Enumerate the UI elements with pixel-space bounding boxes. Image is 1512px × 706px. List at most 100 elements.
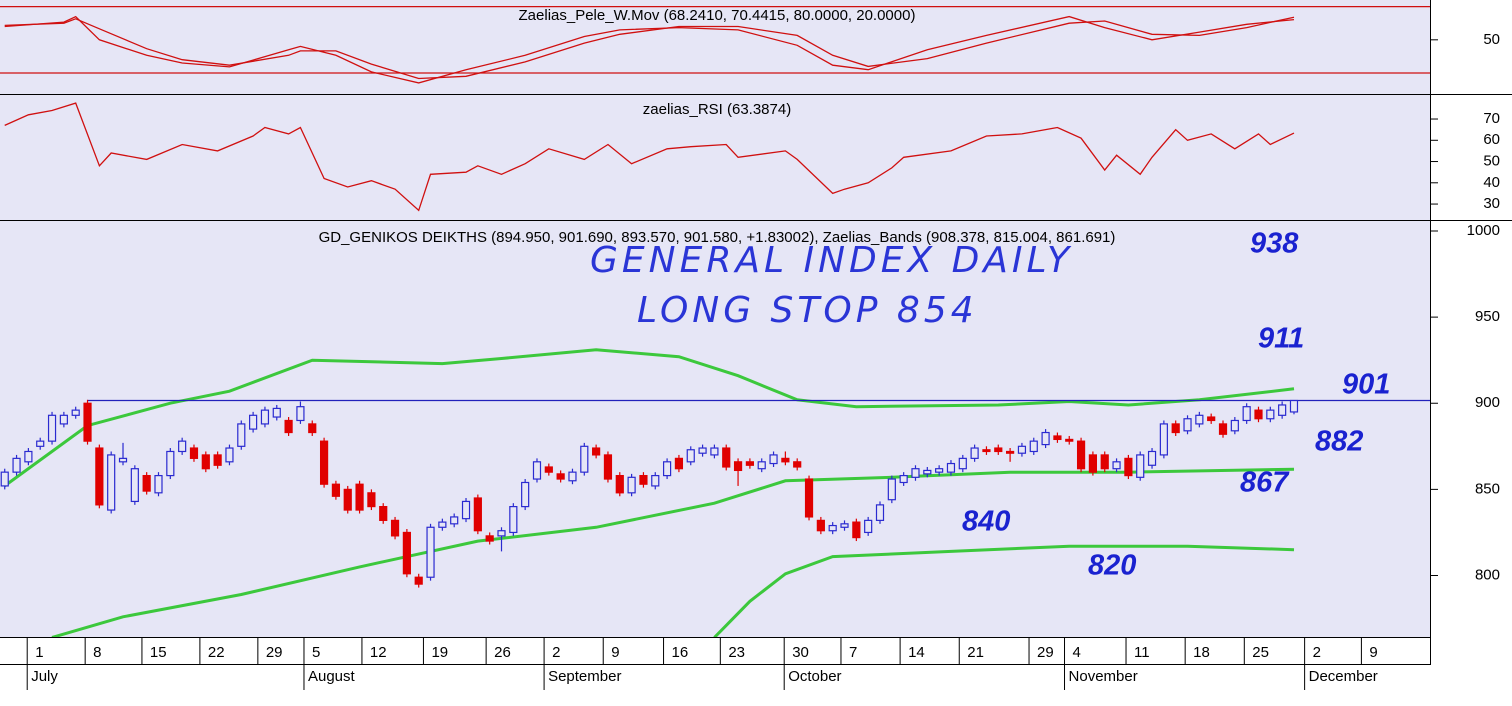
candle-body — [355, 483, 364, 511]
chart-layer: 50 Zaelias_Pele_W.Mov (68.2410, 70.4415, … — [0, 5, 1500, 690]
candle-body — [982, 449, 991, 453]
candle-body — [840, 523, 849, 528]
candle-body — [615, 474, 624, 494]
candle-body — [1266, 409, 1275, 420]
candle-body — [260, 409, 270, 425]
x-tick-label: 9 — [611, 644, 619, 661]
level-label: 938 — [1250, 228, 1299, 260]
candle-body — [95, 447, 104, 506]
candle-body — [178, 440, 187, 453]
level-label: 820 — [1088, 550, 1136, 582]
candle-body — [887, 478, 896, 501]
candle-body — [1147, 450, 1157, 466]
candle-body — [1065, 438, 1074, 442]
candle-body — [166, 450, 175, 477]
candle-body — [923, 469, 932, 475]
candle-body — [36, 440, 45, 447]
x-tick-label: 1 — [35, 644, 43, 661]
candle-body — [390, 519, 400, 537]
candle-body — [544, 466, 553, 473]
candle-body — [1278, 404, 1287, 416]
candle-body — [1159, 423, 1168, 456]
x-tick-label: 2 — [1313, 644, 1321, 661]
candle-body — [1076, 440, 1086, 470]
indicator-line — [4, 102, 1295, 212]
candle-body — [1230, 419, 1239, 432]
candle-body — [1053, 435, 1062, 441]
candle-body — [875, 504, 885, 521]
x-tick-label: 18 — [1193, 644, 1210, 661]
candle-body — [107, 454, 116, 511]
candle-body — [272, 407, 281, 418]
candle-body — [970, 447, 979, 459]
candle-body — [710, 447, 719, 456]
x-tick-label: 5 — [312, 644, 320, 661]
x-tick-label: 29 — [1037, 644, 1054, 661]
x-tick-label: 12 — [370, 644, 387, 661]
candle-body — [497, 530, 506, 537]
candle-body — [367, 492, 376, 508]
panel-title: Zaelias_Pele_W.Mov (68.2410, 70.4415, 80… — [519, 7, 916, 24]
candle-body — [532, 461, 542, 480]
candle-body — [296, 406, 305, 422]
candle-body — [83, 402, 92, 442]
candle-body — [603, 454, 613, 480]
candle-body — [769, 454, 778, 465]
x-tick-label: 4 — [1073, 644, 1081, 661]
month-label: December — [1309, 668, 1378, 685]
candle-body — [1100, 454, 1109, 470]
handwritten-note: LONG STOP 854 — [637, 290, 978, 331]
candle-body — [1195, 414, 1204, 425]
x-tick-label: 15 — [150, 644, 167, 661]
candle-body — [249, 414, 258, 430]
candle-body — [308, 423, 317, 434]
candle-body — [592, 447, 601, 456]
x-tick-label: 2 — [552, 644, 560, 661]
candle-body — [225, 447, 234, 463]
candle-body — [319, 440, 329, 485]
x-tick-label: 26 — [494, 644, 511, 661]
candle-body — [237, 423, 246, 447]
candle-body — [71, 409, 80, 416]
x-tick-label: 22 — [208, 644, 225, 661]
candle-body — [946, 462, 956, 473]
candle-body — [1041, 431, 1050, 446]
candle-body — [627, 476, 636, 494]
x-tick-label: 30 — [792, 644, 809, 661]
candle-body — [911, 468, 920, 478]
candle-body — [674, 457, 684, 470]
candle-body — [284, 419, 293, 434]
candle-body — [521, 481, 530, 508]
candle-body — [426, 526, 435, 578]
candle-body — [1124, 457, 1133, 477]
x-tick-label: 21 — [967, 644, 984, 661]
x-tick-label: 29 — [266, 644, 283, 661]
candle-body — [733, 461, 743, 472]
candle-body — [662, 461, 672, 477]
candle-body — [59, 414, 68, 425]
candle-body — [47, 414, 57, 442]
indicator-line — [4, 15, 1295, 84]
handwritten-note: GENERAL INDEX DAILY — [590, 240, 1073, 281]
candle-body — [485, 535, 494, 542]
candle-body — [828, 524, 837, 532]
level-label: 901 — [1342, 369, 1390, 401]
y-tick-label: 850 — [1475, 480, 1500, 497]
x-tick-label: 23 — [728, 644, 745, 661]
candle-body — [745, 461, 754, 466]
candle-body — [852, 521, 861, 539]
panel — [4, 102, 1295, 212]
candle-body — [1207, 416, 1216, 422]
indicator-line — [4, 16, 1295, 80]
candle-body — [154, 474, 163, 494]
candle-body — [651, 474, 660, 487]
candle-body — [686, 449, 695, 463]
band-line — [3, 348, 1295, 488]
candle-body — [1136, 454, 1145, 478]
x-tick-label: 14 — [908, 644, 925, 661]
month-label: August — [308, 668, 356, 685]
candle-body — [12, 457, 21, 473]
candle-body — [899, 474, 908, 484]
candle-body — [568, 471, 577, 482]
